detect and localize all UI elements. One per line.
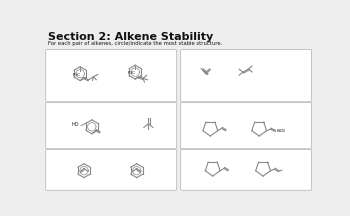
Text: $NO_2$: $NO_2$ bbox=[276, 128, 286, 135]
FancyBboxPatch shape bbox=[46, 49, 177, 102]
Text: HO: HO bbox=[72, 122, 79, 127]
FancyBboxPatch shape bbox=[181, 49, 312, 102]
Text: F$_3$C: F$_3$C bbox=[72, 71, 81, 79]
FancyBboxPatch shape bbox=[181, 103, 312, 149]
FancyBboxPatch shape bbox=[46, 103, 177, 149]
Text: For each pair of alkenes, circle/indicate the most stable structure.: For each pair of alkenes, circle/indicat… bbox=[48, 41, 223, 46]
FancyBboxPatch shape bbox=[46, 149, 177, 190]
Text: Section 2: Alkene Stability: Section 2: Alkene Stability bbox=[48, 32, 214, 42]
Text: F$_3$C: F$_3$C bbox=[127, 69, 136, 77]
FancyBboxPatch shape bbox=[181, 149, 312, 190]
